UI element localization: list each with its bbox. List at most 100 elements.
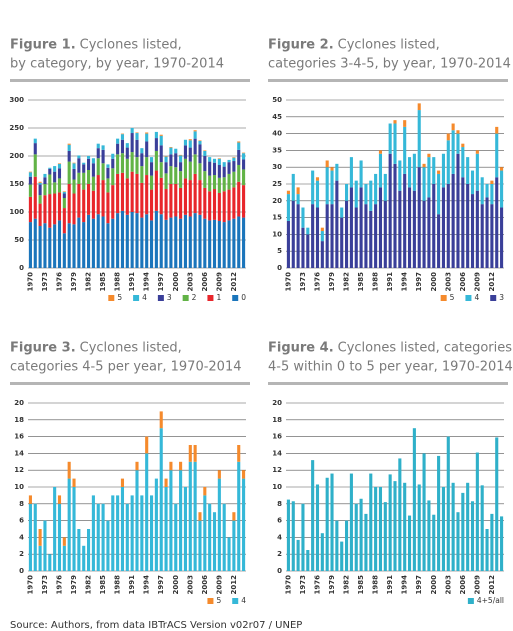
bar-segment (111, 218, 115, 268)
y-tick-label: 20 (272, 197, 282, 205)
y-tick-label: 10 (14, 483, 24, 491)
bar-segment (120, 134, 125, 140)
bar-segment (388, 153, 392, 268)
bar-segment (359, 160, 363, 188)
bar-segment (349, 473, 353, 571)
bar-segment (198, 140, 202, 145)
bar-segment (154, 170, 158, 211)
bar-segment (38, 184, 42, 196)
bar-segment (485, 529, 489, 571)
bar-segment (451, 173, 455, 268)
legend-label: 4+5/all (477, 596, 504, 605)
bar-segment (383, 502, 387, 571)
bar-segment (237, 149, 241, 165)
bar-segment (330, 473, 334, 571)
bar-segment (135, 213, 139, 268)
legend-label: 4 (142, 293, 147, 302)
bar-segment (227, 189, 231, 221)
bar-segment (159, 411, 163, 429)
legend-label: 4 (241, 596, 246, 605)
bar-segment (345, 520, 349, 571)
bar-segment (480, 204, 484, 268)
bar-segment (82, 222, 86, 268)
bar-segment (145, 132, 149, 134)
bar-segment (164, 156, 168, 157)
bar-segment (315, 177, 320, 181)
bar-segment (57, 168, 62, 179)
chart-title: by category, by year, 1970-2014 (10, 57, 224, 72)
bar-segment (48, 168, 52, 175)
bar-segment (461, 147, 465, 178)
x-tick-label: 2012 (488, 575, 496, 595)
bar-segment (72, 162, 76, 164)
legend-swatch (232, 598, 239, 604)
bar-segment (111, 168, 115, 186)
bar-segment (28, 184, 32, 197)
bar-segment (364, 513, 368, 571)
bar-segment (325, 167, 329, 205)
bar-segment (330, 204, 334, 268)
bar-segment (393, 120, 397, 124)
y-tick-label: 8 (19, 500, 24, 508)
y-tick-label: 300 (9, 96, 24, 104)
bar-segment (130, 495, 134, 571)
bar-segment (145, 214, 149, 268)
bar-segment (412, 190, 416, 268)
bar-segment (106, 223, 110, 268)
bar-segment (174, 153, 178, 168)
bar-segment (125, 503, 129, 571)
bar-segment (125, 158, 129, 179)
bar-segment (77, 172, 81, 184)
bar-segment (330, 170, 334, 205)
bar-segment (48, 167, 52, 169)
bar-segment (412, 428, 416, 571)
legend-swatch (108, 295, 115, 301)
x-tick-label: 1976 (55, 272, 63, 292)
bar-segment (174, 184, 178, 217)
bar-segment (232, 157, 236, 162)
bar-segment (393, 123, 397, 164)
bar-segment (485, 197, 489, 268)
x-tick-label: 1994 (143, 575, 151, 595)
x-tick-label: 1976 (313, 575, 321, 595)
x-tick-label: 2006 (201, 272, 209, 292)
bar-segment (217, 158, 221, 159)
bar-segment (466, 184, 470, 268)
legend-label: 1 (216, 293, 221, 302)
bar-segment (188, 139, 192, 141)
bar-segment (212, 512, 217, 571)
x-tick-label: 2003 (444, 575, 452, 595)
bar-segment (286, 194, 290, 221)
bar-segment (222, 191, 226, 223)
bar-segment (208, 157, 212, 162)
bar-segment (217, 478, 221, 571)
x-tick-label: 1976 (55, 575, 63, 595)
bar-segment (48, 194, 52, 228)
bar-segment (335, 163, 339, 181)
bar-segment (179, 470, 183, 571)
bar-segment (164, 219, 168, 268)
bar-segment (446, 436, 450, 571)
bar-segment (237, 164, 241, 182)
bar-segment (33, 176, 37, 219)
bar-segment (91, 495, 95, 571)
bar-segment (422, 200, 426, 268)
bar-segment (222, 166, 226, 178)
bar-segment (403, 126, 407, 174)
bar-segment (480, 485, 484, 571)
x-tick-label: 2009 (473, 575, 481, 595)
bar-segment (164, 487, 168, 571)
x-tick-label: 2006 (459, 575, 467, 595)
bar-segment (62, 233, 66, 268)
x-tick-label: 1988 (372, 272, 380, 292)
bar-segment (500, 170, 504, 208)
bar-segment (53, 193, 57, 225)
bar-segment (456, 512, 460, 571)
bar-segment (203, 487, 207, 496)
y-tick-label: 50 (272, 96, 282, 104)
bar-segment (222, 177, 226, 192)
bar-segment (320, 533, 324, 571)
bar-segment (154, 138, 158, 151)
bar-segment (43, 223, 47, 268)
bar-segment (135, 470, 139, 571)
